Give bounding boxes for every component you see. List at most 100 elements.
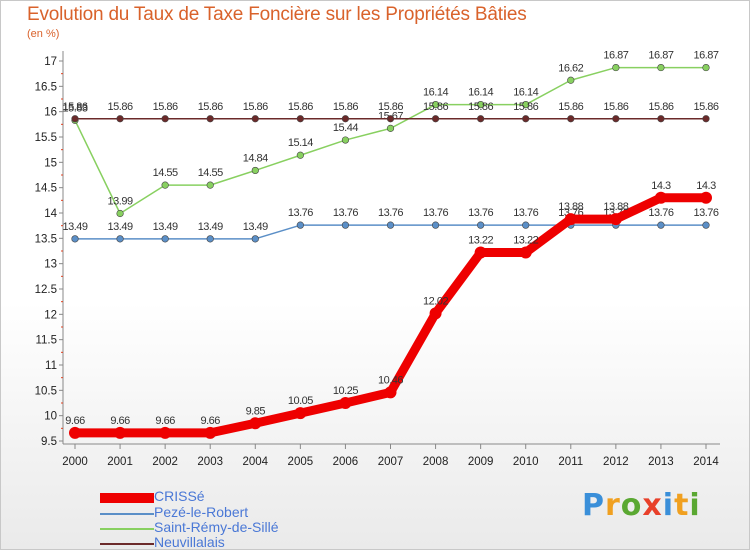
data-point-neuvillalais — [702, 115, 710, 123]
legend-swatch — [100, 543, 154, 545]
data-label-saint-remy-de-sille: 16.87 — [693, 50, 718, 62]
x-tick-label: 2011 — [558, 456, 583, 468]
x-tick-label: 2014 — [693, 456, 719, 468]
data-label-neuvillalais: 15.86 — [243, 101, 268, 113]
data-point-peze-le-robert — [251, 235, 259, 243]
logo-letter: P — [582, 488, 605, 523]
data-point-peze-le-robert — [657, 221, 665, 229]
legend-label: Pezé-le-Robert — [154, 504, 249, 520]
data-label-crisse: 13.88 — [603, 201, 628, 213]
data-point-neuvillalais — [386, 115, 395, 123]
data-label-saint-remy-de-sille: 14.55 — [153, 167, 178, 179]
data-label-neuvillalais: 15.86 — [468, 101, 493, 113]
data-label-saint-remy-de-sille: 15.44 — [333, 122, 358, 134]
series-line-saint-remy-de-sille — [74, 66, 707, 215]
data-point-peze-le-robert — [386, 221, 395, 229]
y-tick-label: 15.5 — [35, 132, 57, 144]
data-label-neuvillalais: 15.86 — [648, 101, 673, 113]
data-point-peze-le-robert — [522, 221, 530, 229]
y-tick-label: 17 — [44, 56, 57, 68]
data-label-crisse: 10.05 — [288, 395, 313, 407]
data-point-peze-le-robert — [296, 221, 304, 229]
data-point-saint-remy-de-sille — [702, 63, 710, 72]
data-point-neuvillalais — [296, 115, 304, 123]
y-tick-label: 13.5 — [35, 233, 57, 245]
data-label-neuvillalais: 15.86 — [513, 101, 538, 113]
data-label-saint-remy-de-sille: 15.14 — [288, 137, 313, 149]
y-tick-label: 16 — [44, 107, 57, 119]
data-point-peze-le-robert — [161, 235, 169, 243]
data-point-saint-remy-de-sille — [206, 181, 214, 189]
legend-label: CRISSé — [154, 488, 205, 504]
logo-letter: x — [642, 488, 663, 523]
data-point-saint-remy-de-sille — [251, 166, 259, 175]
data-point-peze-le-robert — [116, 235, 124, 243]
data-label-peze-le-robert: 13.49 — [153, 221, 178, 233]
data-point-neuvillalais — [431, 115, 440, 123]
data-point-saint-remy-de-sille — [477, 100, 485, 109]
data-point-peze-le-robert — [206, 235, 214, 243]
data-label-peze-le-robert: 13.49 — [198, 221, 223, 233]
data-point-crisse — [429, 307, 442, 320]
data-point-crisse — [564, 213, 577, 226]
data-label-neuvillalais: 15.86 — [108, 101, 133, 113]
y-tick-label: 11.5 — [35, 335, 57, 347]
x-tick-label: 2008 — [423, 456, 449, 468]
data-point-crisse — [69, 426, 81, 439]
data-label-peze-le-robert: 13.76 — [378, 207, 403, 219]
data-point-neuvillalais — [657, 115, 665, 123]
x-tick-label: 2006 — [333, 456, 359, 468]
data-label-peze-le-robert: 13.76 — [513, 207, 538, 219]
data-label-crisse: 13.88 — [558, 201, 583, 213]
data-point-peze-le-robert — [341, 221, 350, 229]
data-point-crisse — [654, 191, 667, 204]
data-label-crisse: 9.66 — [155, 415, 175, 427]
x-tick-label: 2001 — [107, 456, 133, 468]
data-label-peze-le-robert: 13.76 — [468, 207, 493, 219]
y-tick-label: 10 — [44, 411, 57, 423]
data-label-saint-remy-de-sille: 15.83 — [62, 102, 87, 114]
data-label-crisse: 13.22 — [513, 235, 538, 247]
data-label-crisse: 12.02 — [423, 295, 448, 307]
data-label-saint-remy-de-sille: 16.87 — [648, 50, 673, 62]
data-point-neuvillalais — [341, 115, 350, 123]
data-point-crisse — [339, 397, 352, 409]
y-tick-label: 15 — [44, 157, 57, 169]
logo-letter: i — [662, 488, 675, 523]
data-point-neuvillalais — [612, 115, 620, 123]
chart-title: Evolution du Taux de Taxe Foncière sur l… — [27, 4, 527, 25]
x-tick-label: 2003 — [197, 456, 223, 468]
data-label-peze-le-robert: 13.76 — [648, 207, 673, 219]
data-point-saint-remy-de-sille — [522, 100, 530, 109]
data-label-saint-remy-de-sille: 16.62 — [558, 62, 583, 74]
data-label-peze-le-robert: 13.76 — [423, 207, 448, 219]
data-point-saint-remy-de-sille — [431, 100, 440, 109]
legend-swatch — [100, 493, 154, 503]
x-tick-label: 2004 — [242, 456, 268, 468]
data-label-crisse: 14.3 — [651, 180, 671, 192]
data-label-crisse: 9.66 — [65, 415, 85, 427]
data-point-crisse — [519, 246, 532, 259]
legend-swatch — [100, 513, 154, 515]
data-point-saint-remy-de-sille — [567, 76, 575, 84]
data-point-peze-le-robert — [431, 221, 440, 229]
data-point-crisse — [384, 386, 397, 399]
data-point-crisse — [204, 426, 217, 439]
y-tick-label: 10.5 — [35, 385, 57, 397]
data-label-saint-remy-de-sille: 14.55 — [198, 167, 223, 179]
data-point-saint-remy-de-sille — [657, 63, 665, 72]
data-label-crisse: 13.22 — [468, 235, 493, 247]
proxiti-logo: Proxiti — [582, 488, 701, 523]
data-label-saint-remy-de-sille: 13.99 — [108, 196, 133, 208]
data-point-crisse — [474, 246, 487, 259]
data-label-saint-remy-de-sille: 16.14 — [423, 87, 448, 99]
data-label-saint-remy-de-sille: 14.84 — [243, 152, 268, 164]
y-tick-label: 9.5 — [41, 436, 57, 448]
data-label-peze-le-robert: 13.76 — [333, 207, 358, 219]
data-label-crisse: 10.25 — [333, 385, 358, 397]
data-point-peze-le-robert — [71, 235, 79, 243]
data-label-peze-le-robert: 13.76 — [288, 207, 313, 219]
data-label-crisse: 9.66 — [201, 415, 221, 427]
